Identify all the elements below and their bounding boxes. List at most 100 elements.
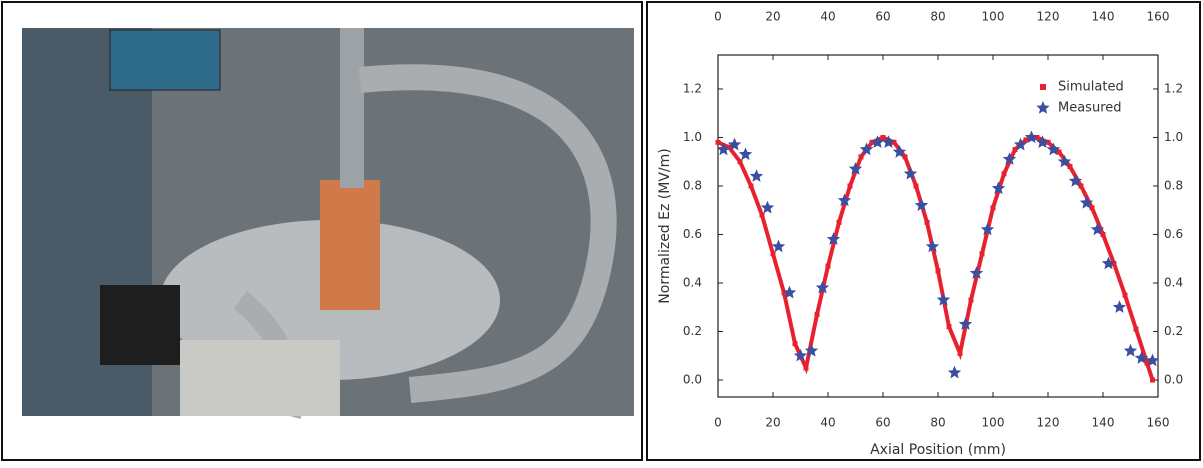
data-point bbox=[1122, 292, 1128, 298]
data-point bbox=[738, 147, 753, 161]
data-point bbox=[880, 134, 886, 140]
data-point bbox=[1150, 377, 1155, 383]
y-tick-label: 0.8 bbox=[683, 178, 702, 192]
x-tick-label-top: 160 bbox=[1147, 10, 1170, 24]
x-tick-label: 100 bbox=[982, 416, 1005, 430]
x-tick-label: 80 bbox=[930, 416, 945, 430]
x-tick-label-top: 140 bbox=[1092, 10, 1115, 24]
data-point bbox=[913, 183, 919, 189]
x-tick-label-top: 120 bbox=[1037, 10, 1060, 24]
data-point bbox=[969, 266, 984, 279]
x-tick-label: 160 bbox=[1147, 416, 1170, 430]
data-point bbox=[946, 324, 952, 330]
y-tick-label-right: 0.0 bbox=[1164, 373, 1183, 387]
data-point bbox=[980, 222, 995, 236]
data-point bbox=[792, 341, 798, 347]
y-tick-label-right: 1.2 bbox=[1164, 81, 1183, 95]
data-point bbox=[892, 145, 907, 158]
data-point bbox=[859, 142, 874, 156]
data-point bbox=[914, 198, 929, 211]
data-point bbox=[760, 200, 775, 214]
x-tick-label: 40 bbox=[820, 416, 835, 430]
data-point bbox=[727, 137, 742, 151]
data-point bbox=[716, 142, 731, 156]
data-point bbox=[1079, 196, 1094, 209]
y-tick-label: 0.2 bbox=[683, 324, 702, 338]
data-point bbox=[1013, 137, 1028, 151]
photo-hose bbox=[358, 64, 617, 403]
data-point bbox=[770, 251, 776, 257]
legend-label: Measured bbox=[1058, 101, 1122, 116]
data-point bbox=[1145, 353, 1160, 367]
x-tick-label-top: 60 bbox=[875, 10, 890, 24]
data-point bbox=[881, 135, 896, 148]
x-tick-label: 60 bbox=[875, 416, 890, 430]
data-point bbox=[902, 154, 908, 160]
legend-label: Simulated bbox=[1058, 80, 1124, 95]
data-point bbox=[848, 162, 863, 175]
data-point bbox=[903, 166, 918, 180]
data-point bbox=[870, 135, 885, 148]
data-point bbox=[1035, 135, 1050, 148]
data-point bbox=[990, 205, 996, 211]
data-point bbox=[1089, 205, 1095, 211]
data-point bbox=[924, 219, 930, 225]
data-point bbox=[814, 312, 820, 318]
y-tick-label-right: 1.0 bbox=[1164, 130, 1183, 144]
data-point bbox=[1078, 183, 1084, 189]
data-point bbox=[749, 169, 764, 182]
data-point bbox=[825, 263, 831, 269]
y-tick-label: 0.6 bbox=[683, 227, 702, 241]
photo-column bbox=[340, 28, 364, 188]
data-point bbox=[947, 365, 962, 379]
data-point bbox=[1057, 154, 1072, 168]
photo-box bbox=[100, 285, 180, 365]
data-point bbox=[1056, 149, 1062, 155]
legend-marker bbox=[1040, 84, 1046, 90]
y-tick-label-right: 0.6 bbox=[1164, 227, 1183, 241]
y-tick-label: 1.2 bbox=[683, 81, 702, 95]
data-point bbox=[1045, 139, 1051, 145]
x-tick-label: 0 bbox=[714, 416, 722, 430]
photo-window bbox=[109, 29, 221, 91]
data-point bbox=[1046, 142, 1061, 156]
data-point bbox=[968, 297, 974, 303]
data-point bbox=[991, 181, 1006, 195]
x-tick-label: 120 bbox=[1037, 416, 1060, 430]
photo-cavity bbox=[320, 180, 380, 310]
photo bbox=[22, 28, 634, 419]
data-point bbox=[815, 280, 830, 294]
data-point bbox=[781, 290, 787, 296]
data-point bbox=[1002, 152, 1017, 165]
data-point bbox=[748, 183, 754, 189]
x-tick-label-top: 0 bbox=[714, 10, 722, 24]
data-point bbox=[793, 348, 808, 362]
y-tick-label-right: 0.2 bbox=[1164, 324, 1183, 338]
data-point bbox=[1024, 130, 1039, 144]
data-point bbox=[1023, 137, 1029, 143]
data-point bbox=[1034, 134, 1040, 140]
data-point bbox=[1101, 256, 1116, 270]
data-point bbox=[891, 139, 897, 145]
data-point bbox=[759, 212, 765, 218]
data-point bbox=[1001, 171, 1007, 177]
x-tick-label: 140 bbox=[1092, 416, 1115, 430]
data-point bbox=[1067, 164, 1073, 170]
data-point bbox=[858, 154, 864, 160]
data-point bbox=[1111, 261, 1117, 267]
y-tick-label: 0.0 bbox=[683, 373, 702, 387]
data-point bbox=[958, 317, 973, 330]
data-point bbox=[804, 343, 819, 357]
x-tick-label-top: 40 bbox=[820, 10, 835, 24]
data-point bbox=[1133, 326, 1139, 332]
data-point bbox=[936, 293, 951, 306]
data-point bbox=[847, 183, 853, 189]
data-point bbox=[1123, 343, 1138, 357]
data-point bbox=[715, 139, 721, 145]
data-point bbox=[1134, 351, 1149, 364]
x-tick-label-top: 100 bbox=[982, 10, 1005, 24]
data-point bbox=[925, 239, 940, 253]
y-tick-label: 1.0 bbox=[683, 130, 702, 144]
